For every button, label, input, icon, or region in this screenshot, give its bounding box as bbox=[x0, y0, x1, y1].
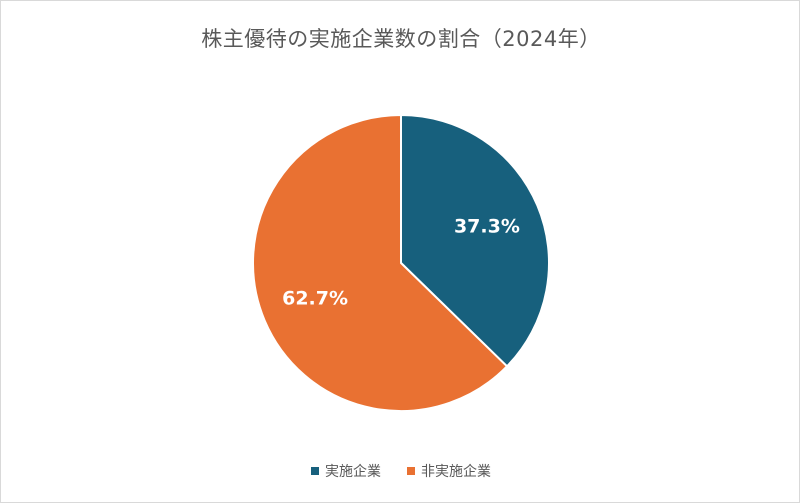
legend-label-non-implementing: 非実施企業 bbox=[421, 464, 491, 480]
legend: 実施企業 非実施企業 bbox=[1, 461, 800, 481]
legend-swatch-implementing bbox=[311, 467, 319, 475]
legend-item-implementing[interactable]: 実施企業 bbox=[311, 461, 381, 481]
legend-label-implementing: 実施企業 bbox=[325, 464, 381, 480]
pie-label-implementing: 37.3% bbox=[454, 215, 520, 237]
pie-label-non-implementing: 62.7% bbox=[282, 288, 348, 310]
legend-item-non-implementing[interactable]: 非実施企業 bbox=[407, 461, 491, 481]
pie-slice-non-implementing[interactable] bbox=[252, 113, 509, 412]
pie-slice-implementing[interactable] bbox=[400, 113, 550, 368]
chart-title: 株主優待の実施企業数の割合（2024年） bbox=[201, 27, 601, 51]
legend-swatch-non-implementing bbox=[407, 467, 415, 475]
